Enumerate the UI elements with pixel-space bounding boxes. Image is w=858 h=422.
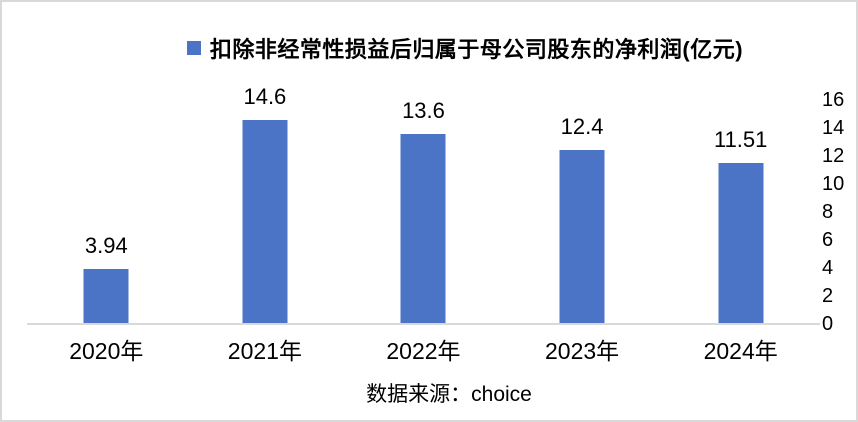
- bar-value-label: 11.51: [713, 127, 768, 152]
- source-caption: 数据来源：choice: [366, 383, 532, 406]
- plot-area: 3.94 14.6 13.6 12.4 11.51: [27, 86, 820, 324]
- y-tick-label: 16: [822, 89, 845, 111]
- bar-slot: 14.6: [186, 86, 345, 324]
- x-axis-line: [27, 323, 820, 325]
- y-tick-label: 4: [822, 257, 834, 279]
- x-tick-label: 2023年: [544, 338, 620, 364]
- y-tick-label: 8: [822, 201, 834, 223]
- x-tick-label: 2020年: [69, 338, 144, 364]
- bar-slot: 13.6: [344, 100, 503, 324]
- x-axis-labels: 2020年 2021年 2022年 2023年 2024年: [27, 338, 820, 366]
- x-tick-label: 2022年: [386, 338, 461, 364]
- bar: 13.6: [400, 100, 446, 324]
- bar: 3.94: [83, 235, 129, 324]
- y-axis: 0 2 4 6 8 10 12 14 16: [822, 90, 856, 334]
- bar-slot: 3.94: [27, 100, 186, 324]
- legend-swatch-icon: [186, 41, 201, 55]
- x-tick-label: 2021年: [227, 338, 302, 364]
- y-tick-label: 0: [822, 313, 834, 335]
- bar-value-label: 12.4: [560, 114, 604, 139]
- bar-value-label: 13.6: [402, 98, 445, 123]
- y-tick-label: 6: [822, 229, 834, 251]
- bar-value-label: 3.94: [84, 233, 128, 258]
- y-tick-label: 12: [822, 145, 845, 167]
- legend-label: 扣除非经常性损益后归属于母公司股东的净利润(亿元): [209, 37, 744, 62]
- y-tick-label: 2: [822, 285, 834, 307]
- chart-legend: 扣除非经常性损益后归属于母公司股东的净利润(亿元): [38, 32, 856, 64]
- bar: 12.4: [559, 116, 605, 324]
- y-tick-label: 14: [822, 117, 845, 139]
- bar: 11.51: [714, 129, 767, 324]
- y-tick-label: 10: [822, 173, 845, 195]
- bar-value-label: 14.6: [243, 84, 287, 109]
- bar: 14.6: [242, 86, 288, 324]
- bar-slot: 12.4: [503, 100, 662, 324]
- bar-slot: 11.51: [661, 100, 820, 324]
- x-tick-label: 2024年: [703, 338, 778, 364]
